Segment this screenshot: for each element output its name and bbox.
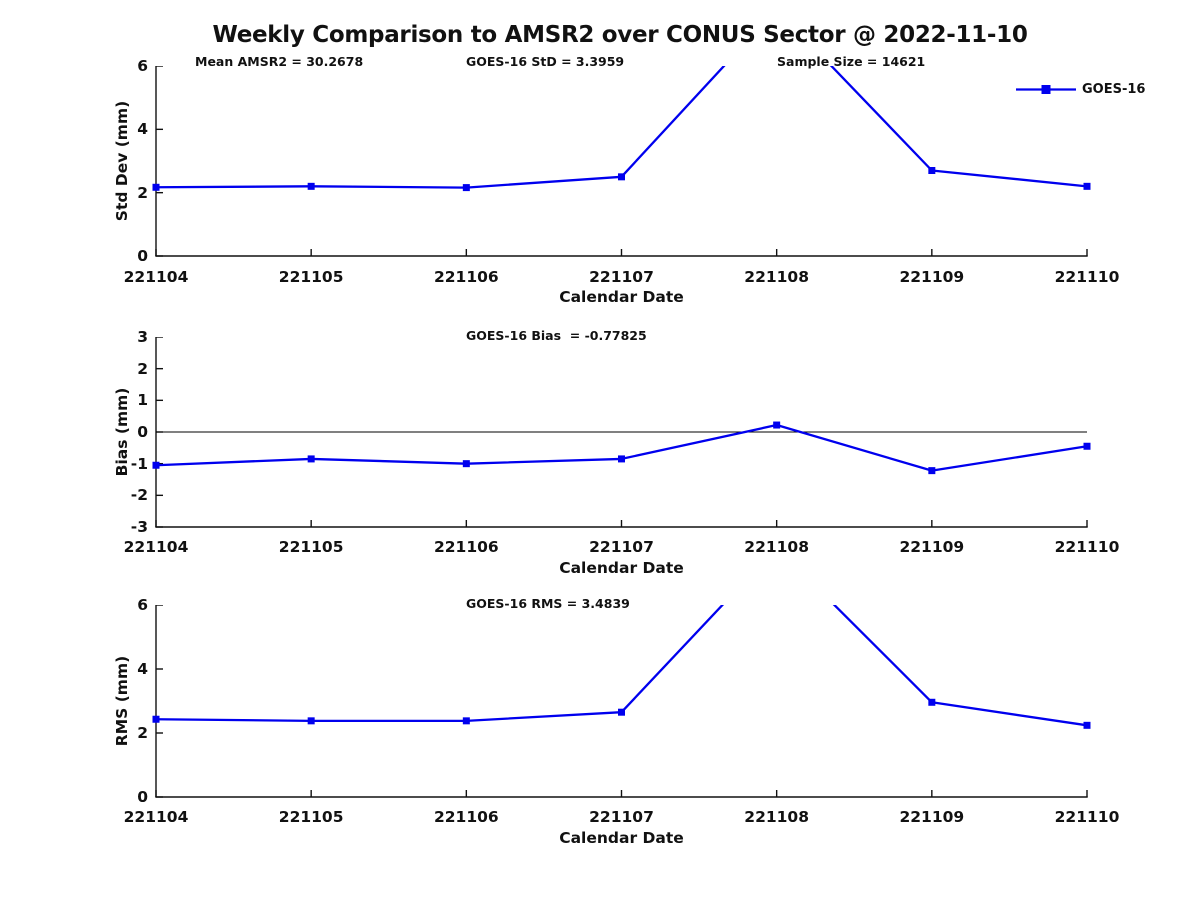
- data-point-marker: [928, 467, 936, 475]
- plot-area-std-dev: [152, 66, 1091, 257]
- legend-line-marker-icon: [1016, 85, 1076, 94]
- y-tick-label: 4: [137, 660, 148, 678]
- x-axis-label-std-dev: Calendar Date: [559, 288, 684, 306]
- x-tick-label: 221110: [1054, 808, 1120, 826]
- x-tick-label: 221107: [589, 538, 654, 556]
- data-point-marker: [152, 183, 160, 191]
- data-point-marker: [462, 460, 470, 468]
- data-point-marker: [152, 715, 160, 723]
- plot-area-bias: [152, 337, 1091, 528]
- data-point-marker: [152, 461, 160, 469]
- data-point-marker: [1083, 442, 1091, 450]
- y-axis-label-rms: RMS (mm): [113, 655, 131, 747]
- y-tick-label: 3: [137, 328, 148, 346]
- x-tick-label: 221110: [1054, 538, 1120, 556]
- x-tick-label: 221107: [589, 808, 654, 826]
- y-axis-label-std-dev: Std Dev (mm): [113, 100, 131, 222]
- y-tick-label: -1: [130, 454, 148, 473]
- y-tick-label: 4: [137, 120, 148, 139]
- x-tick-label: 221105: [278, 808, 344, 826]
- y-tick-label: 2: [137, 359, 148, 378]
- y-tick-label: 6: [137, 596, 148, 614]
- series-goes16: [152, 605, 1091, 729]
- annotation-text: Mean AMSR2 = 30.2678: [195, 54, 364, 69]
- series-line: [155, 605, 1088, 727]
- data-point-marker: [462, 184, 470, 192]
- x-tick-label: 221109: [899, 808, 965, 826]
- x-tick-label: 221105: [278, 538, 344, 556]
- x-tick-label: 221104: [123, 268, 189, 286]
- data-point-marker: [618, 708, 625, 716]
- x-tick-label: 221109: [899, 538, 965, 556]
- tick-marks: [155, 66, 1088, 257]
- data-point-marker: [307, 182, 315, 190]
- x-axis-label-rms: Calendar Date: [559, 829, 684, 847]
- x-tick-label: 221107: [589, 268, 654, 286]
- axes-spines: [155, 605, 1088, 798]
- y-tick-label: 0: [137, 423, 148, 441]
- x-tick-label: 221108: [744, 538, 810, 556]
- x-axis-label-bias: Calendar Date: [559, 559, 684, 577]
- data-point-marker: [462, 717, 470, 725]
- data-point-marker: [307, 455, 315, 463]
- annotation-text: GOES-16 RMS = 3.4839: [466, 596, 630, 611]
- x-tick-label: 221110: [1054, 268, 1120, 286]
- y-tick-label: 2: [137, 724, 148, 742]
- series-goes16: [152, 66, 1091, 192]
- data-point-marker: [928, 698, 936, 706]
- plot-area-rms: [152, 605, 1091, 798]
- data-point-marker: [773, 421, 781, 429]
- x-tick-label: 221108: [744, 808, 810, 826]
- legend-label: GOES-16: [1082, 82, 1146, 97]
- annotation-text: Sample Size = 14621: [777, 54, 926, 69]
- y-tick-label: -2: [130, 486, 148, 505]
- x-tick-label: 221109: [899, 268, 965, 286]
- data-point-marker: [618, 173, 625, 181]
- annotation-text: GOES-16 Bias = -0.77825: [466, 328, 647, 343]
- x-tick-label: 221106: [433, 808, 499, 826]
- axes-spines: [155, 66, 1088, 257]
- y-tick-label: 6: [137, 57, 148, 75]
- data-point-marker: [307, 717, 315, 725]
- data-point-marker: [928, 167, 936, 174]
- x-tick-label: 221108: [744, 268, 810, 286]
- series-line: [155, 66, 1088, 189]
- data-point-marker: [618, 455, 625, 463]
- data-point-marker: [1083, 721, 1091, 729]
- x-tick-label: 221104: [123, 538, 189, 556]
- tick-marks: [155, 605, 1088, 798]
- x-tick-label: 221106: [433, 538, 499, 556]
- y-tick-label: -3: [130, 518, 148, 536]
- x-tick-label: 221106: [433, 268, 499, 286]
- y-tick-label: 0: [137, 247, 148, 265]
- x-tick-label: 221104: [123, 808, 189, 826]
- x-tick-label: 221105: [278, 268, 344, 286]
- figure-title: Weekly Comparison to AMSR2 over CONUS Se…: [212, 22, 1028, 48]
- y-tick-label: 2: [137, 183, 148, 202]
- annotation-text: GOES-16 StD = 3.3959: [466, 54, 625, 69]
- series-goes16: [152, 421, 1091, 475]
- y-tick-label: 1: [137, 391, 148, 410]
- y-tick-label: 0: [137, 788, 148, 806]
- data-point-marker: [1083, 182, 1091, 190]
